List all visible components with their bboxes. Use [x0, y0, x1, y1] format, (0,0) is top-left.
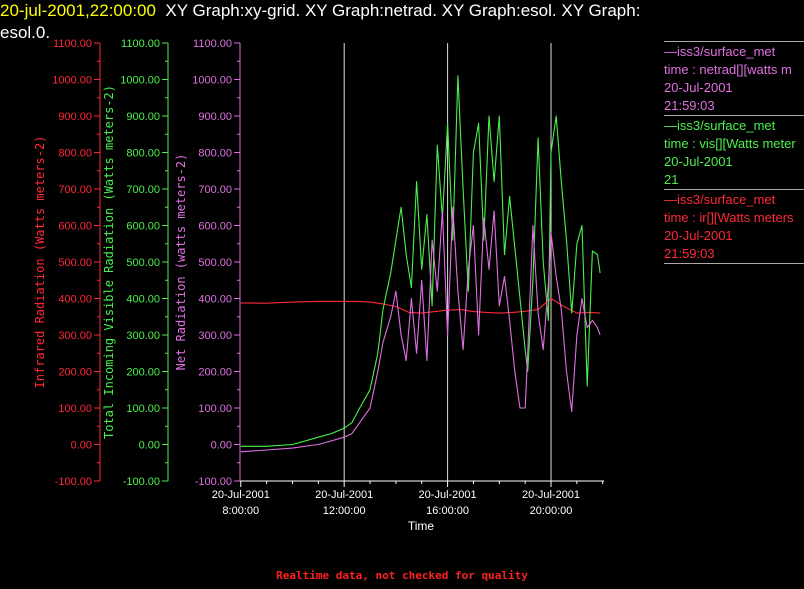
y-tick-label-net: 700.00	[198, 184, 232, 196]
y-tick-label-vis: 600.00	[126, 221, 160, 233]
quality-notice: Realtime data, not checked for quality	[276, 569, 528, 582]
y-tick-label-net: 300.00	[198, 330, 232, 342]
y-tick-label-ir: 0.00	[71, 440, 92, 452]
y-tick-label-vis: 1000.00	[120, 75, 160, 87]
y-tick-label-vis: 800.00	[126, 148, 160, 160]
y-tick-label-vis: 100.00	[126, 403, 160, 415]
legend-entry-vis: —iss3/surface_met time : vis[][Watts met…	[664, 115, 804, 189]
legend-source: —iss3/surface_met	[664, 44, 776, 59]
chart-title-bar: 20-jul-2001,22:00:00 XY Graph:xy-grid. X…	[0, 0, 804, 44]
legend-time: 21:59:03	[664, 98, 715, 113]
y-tick-label-ir: 300.00	[58, 330, 92, 342]
legend-date: 20-Jul-2001	[664, 154, 733, 169]
x-tick-label-time: 16:00:00	[426, 505, 469, 517]
y-axis-label-net: Net Radiation (watts meters-2)	[174, 154, 188, 371]
y-tick-label-vis: 1100.00	[121, 38, 160, 50]
y-tick-label-ir: 800.00	[58, 148, 92, 160]
x-tick-label-date: 20-Jul-2001	[315, 489, 373, 501]
legend-time: 21	[664, 172, 679, 187]
y-axis-label-vis: Total Incoming Visible Radiation (Watts …	[102, 85, 116, 439]
x-tick-label-date: 20-Jul-2001	[212, 489, 270, 501]
y-tick-label-vis: 200.00	[126, 367, 160, 379]
legend-date: 20-Jul-2001	[664, 228, 733, 243]
y-tick-label-net: -100.00	[195, 476, 232, 488]
legend-entry-netrad: —iss3/surface_met time : netrad[][watts …	[664, 41, 804, 115]
x-tick-label-date: 20-Jul-2001	[419, 489, 477, 501]
y-tick-label-net: 400.00	[198, 294, 232, 306]
y-tick-label-vis: 900.00	[126, 111, 160, 123]
timestamp: 20-jul-2001,22:00:00	[0, 1, 156, 20]
y-tick-label-ir: 200.00	[58, 367, 92, 379]
y-tick-label-vis: 700.00	[126, 184, 160, 196]
x-tick-label-date: 20-Jul-2001	[522, 489, 580, 501]
legend-source: —iss3/surface_met	[664, 192, 776, 207]
y-tick-label-vis: -100.00	[123, 476, 160, 488]
graph-list: XY Graph:xy-grid. XY Graph:netrad. XY Gr…	[165, 1, 641, 20]
y-tick-label-ir: 600.00	[58, 221, 92, 233]
y-tick-label-net: 1100.00	[193, 38, 232, 50]
y-tick-label-net: 100.00	[198, 403, 232, 415]
y-tick-label-vis: 0.00	[139, 440, 160, 452]
y-tick-label-ir: -100.00	[55, 476, 92, 488]
y-tick-label-net: 900.00	[198, 111, 232, 123]
series-line-vis	[240, 75, 601, 447]
y-tick-label-ir: 500.00	[58, 257, 92, 269]
legend-date: 20-Jul-2001	[664, 80, 733, 95]
x-tick-label-time: 8:00:00	[222, 505, 259, 517]
x-tick-label-time: 12:00:00	[323, 505, 366, 517]
y-tick-label-ir: 900.00	[58, 111, 92, 123]
legend-time: 21:59:03	[664, 246, 715, 261]
y-tick-label-ir: 1100.00	[53, 38, 92, 50]
y-tick-label-net: 600.00	[198, 221, 232, 233]
y-tick-label-net: 0.00	[211, 440, 232, 452]
graph-list-continued: esol.0.	[0, 23, 51, 42]
x-axis-label: Time	[408, 519, 435, 533]
y-axis-label-ir: Infrared Radiation (Watts meters-2)	[33, 136, 47, 389]
y-tick-label-ir: 400.00	[58, 294, 92, 306]
y-tick-label-net: 1000.00	[192, 75, 232, 87]
series-line-ir	[240, 297, 601, 314]
y-tick-label-vis: 500.00	[126, 257, 160, 269]
x-tick-label-time: 20:00:00	[530, 505, 573, 517]
y-tick-label-ir: 1000.00	[52, 75, 92, 87]
y-tick-label-vis: 300.00	[126, 330, 160, 342]
legend-variable: time : vis[][Watts meter	[664, 136, 796, 151]
legend-entry-ir: —iss3/surface_met time : ir[][Watts mete…	[664, 189, 804, 263]
y-tick-label-net: 800.00	[198, 148, 232, 160]
y-tick-label-ir: 700.00	[58, 184, 92, 196]
series-line-net	[240, 206, 601, 453]
legend-variable: time : netrad[][watts m	[664, 62, 792, 77]
y-tick-label-net: 500.00	[198, 257, 232, 269]
y-tick-label-net: 200.00	[198, 367, 232, 379]
legend-source: —iss3/surface_met	[664, 118, 776, 133]
legend: —iss3/surface_met time : netrad[][watts …	[664, 41, 804, 264]
legend-variable: time : ir[][Watts meters	[664, 210, 794, 225]
y-tick-label-ir: 100.00	[58, 403, 92, 415]
y-tick-label-vis: 400.00	[126, 294, 160, 306]
